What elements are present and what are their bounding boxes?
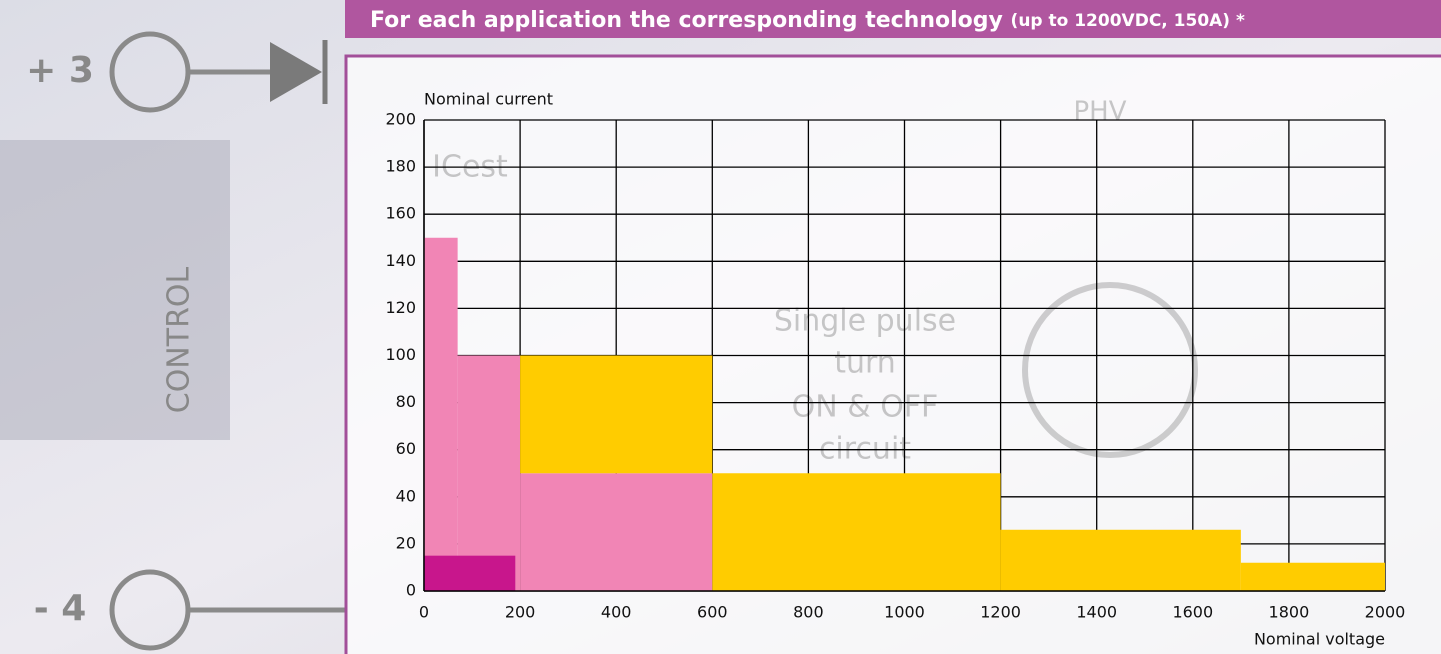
bg-label: ON & OFF: [792, 390, 939, 425]
bg-label: circuit: [819, 432, 911, 467]
region: [1241, 563, 1385, 591]
y-tick-label: 140: [385, 251, 416, 270]
x-tick-label: 1000: [884, 603, 925, 622]
bg-label: - 4: [34, 588, 87, 629]
bg-label: PHV: [1073, 97, 1126, 127]
y-tick-label: 80: [396, 392, 416, 411]
x-tick-label: 1400: [1076, 603, 1117, 622]
y-tick-label: 200: [385, 110, 416, 129]
bg-label: turn: [834, 346, 896, 381]
region: [1001, 530, 1241, 591]
subtitle: (up to 1200VDC, 150A) *: [1011, 11, 1245, 31]
x-tick-label: 0: [419, 603, 429, 622]
region: [424, 238, 458, 591]
y-tick-label: 40: [396, 486, 416, 505]
x-tick-label: 2000: [1365, 603, 1406, 622]
y-tick-label: 0: [406, 581, 416, 600]
y-tick-label: 20: [396, 533, 416, 552]
y-tick-label: 120: [385, 298, 416, 317]
x-tick-label: 400: [601, 603, 632, 622]
title: For each application the corresponding t…: [370, 8, 1003, 33]
x-tick-label: 800: [793, 603, 824, 622]
y-tick-label: 180: [385, 157, 416, 176]
x-axis-label: Nominal voltage: [1254, 630, 1385, 649]
y-tick-label: 100: [385, 345, 416, 364]
region: [424, 556, 515, 591]
x-tick-label: 200: [505, 603, 536, 622]
page: + 3 - 4 CONTROL For each application the…: [0, 0, 1441, 654]
bg-label: + 3: [26, 50, 94, 91]
region: [520, 356, 712, 474]
x-tick-label: 1200: [980, 603, 1021, 622]
chart-title: For each application the corresponding t…: [370, 8, 1245, 33]
x-tick-label: 1800: [1269, 603, 1310, 622]
chart: + 3 - 4 CONTROL For each application the…: [0, 0, 1441, 654]
y-tick-label: 60: [396, 439, 416, 458]
bg-label: CONTROL: [162, 266, 197, 413]
y-tick-label: 160: [385, 204, 416, 223]
region: [520, 473, 712, 591]
x-tick-label: 1600: [1172, 603, 1213, 622]
y-axis-label: Nominal current: [424, 90, 553, 109]
x-tick-label: 600: [697, 603, 728, 622]
region: [712, 473, 1000, 591]
